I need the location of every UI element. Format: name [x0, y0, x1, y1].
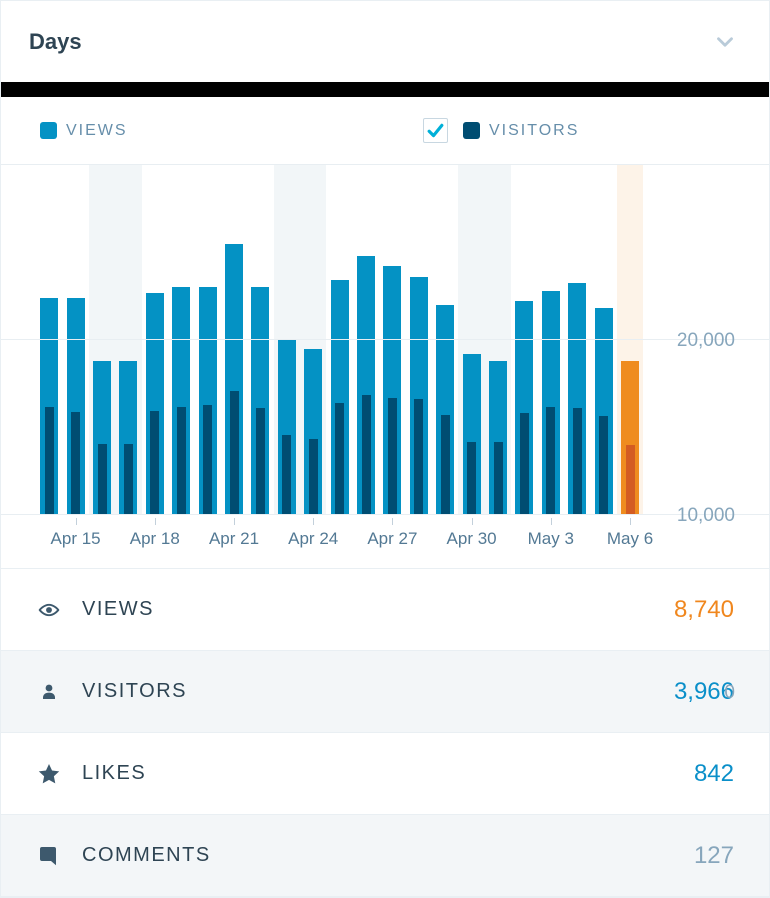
visitors-bar[interactable] [625, 445, 635, 514]
comment-icon [36, 843, 62, 869]
visitors-bar[interactable] [308, 439, 318, 514]
visitors-checkbox[interactable] [423, 118, 448, 143]
visitors-bar[interactable] [493, 442, 503, 514]
summary-label: LIKES [82, 762, 147, 784]
visitors-bar[interactable] [467, 442, 477, 514]
visitors-legend-label: VISITORS [489, 121, 580, 139]
visitors-bar[interactable] [440, 415, 450, 514]
summary-label: COMMENTS [82, 844, 211, 866]
y-tick-label: 20,000 [676, 330, 735, 351]
y-tick-label: 10,000 [676, 505, 735, 526]
summary-row-views[interactable]: VIEWS 8,740 [1, 568, 769, 650]
chart-legend: VIEWS VISITORS [1, 97, 769, 164]
summary-label: VIEWS [82, 598, 154, 620]
x-axis-tick [471, 518, 473, 525]
eye-icon [36, 597, 62, 623]
chevron-down-icon[interactable] [709, 26, 741, 58]
card-bottom-border [1, 896, 769, 897]
summary-value: 8,740 [673, 595, 734, 623]
x-tick-label: Apr 15 [50, 529, 101, 548]
summary-value: 127 [693, 841, 734, 869]
visitors-bar[interactable] [44, 407, 54, 514]
x-tick-label: Apr 21 [208, 529, 260, 548]
user-icon [36, 679, 62, 705]
visitors-bar[interactable] [519, 413, 529, 514]
gridline-20000 [1, 164, 769, 165]
summary-value: 3,966 [673, 677, 734, 705]
visitors-swatch [463, 122, 480, 139]
x-tick-label: Apr 27 [367, 529, 418, 548]
summary-value: 842 [693, 759, 734, 787]
visitors-bar[interactable] [150, 411, 160, 514]
legend-item-views: VIEWS [40, 97, 128, 164]
x-tick-label: Apr 30 [446, 529, 497, 548]
visitors-bar[interactable] [387, 398, 397, 514]
visitors-bar[interactable] [255, 408, 265, 514]
x-axis-tick [550, 518, 552, 525]
visitors-bar[interactable] [414, 399, 424, 514]
x-tick-label: Apr 24 [288, 529, 339, 548]
x-tick-label: Apr 18 [129, 529, 180, 548]
x-axis-tick [234, 518, 235, 525]
star-icon [36, 761, 62, 787]
x-axis-tick [75, 518, 77, 525]
visitors-bar[interactable] [71, 412, 81, 514]
summary-list: VIEWS 8,740 VISITORS 3,966 LIKES 842 COM… [1, 568, 769, 896]
visitors-bar[interactable] [176, 407, 186, 514]
x-tick-label: May 3 [527, 529, 574, 548]
visitors-bar[interactable] [123, 444, 133, 514]
period-selector[interactable]: Days [1, 1, 769, 82]
x-axis-line [1, 514, 769, 515]
bar-chart: Apr 15 Apr 18 Apr 21 Apr 24 Apr 27 Apr 30 May … [1, 164, 769, 703]
summary-row-likes[interactable]: LIKES 842 [1, 732, 769, 814]
y-tick-label: 0 [724, 682, 735, 703]
visitors-bar[interactable] [599, 416, 609, 514]
period-title: Days [29, 28, 82, 54]
checkmark-icon [427, 123, 444, 138]
visitors-bar[interactable] [97, 444, 107, 514]
x-axis-tick [313, 518, 315, 525]
x-tick-label: May 6 [606, 529, 654, 548]
visitors-bar[interactable] [546, 407, 556, 514]
gridline-10000 [1, 339, 769, 340]
views-legend-label: VIEWS [66, 121, 128, 139]
visitors-bar[interactable] [229, 391, 239, 514]
legend-item-visitors: VISITORS [423, 97, 579, 164]
summary-label: VISITORS [82, 680, 187, 702]
visitors-bar[interactable] [335, 403, 345, 514]
visitors-bar[interactable] [361, 395, 371, 514]
x-axis-tick [392, 518, 394, 525]
visitors-bar[interactable] [572, 408, 582, 514]
summary-row-visitors[interactable]: VISITORS 3,966 [1, 650, 769, 732]
x-axis-tick [154, 518, 156, 525]
visitors-bar[interactable] [203, 405, 213, 514]
views-swatch [40, 122, 57, 139]
summary-row-comments[interactable]: COMMENTS 127 [1, 814, 769, 896]
visitors-bar[interactable] [282, 435, 292, 514]
x-axis-tick [630, 518, 631, 525]
divider-bar [1, 82, 769, 97]
